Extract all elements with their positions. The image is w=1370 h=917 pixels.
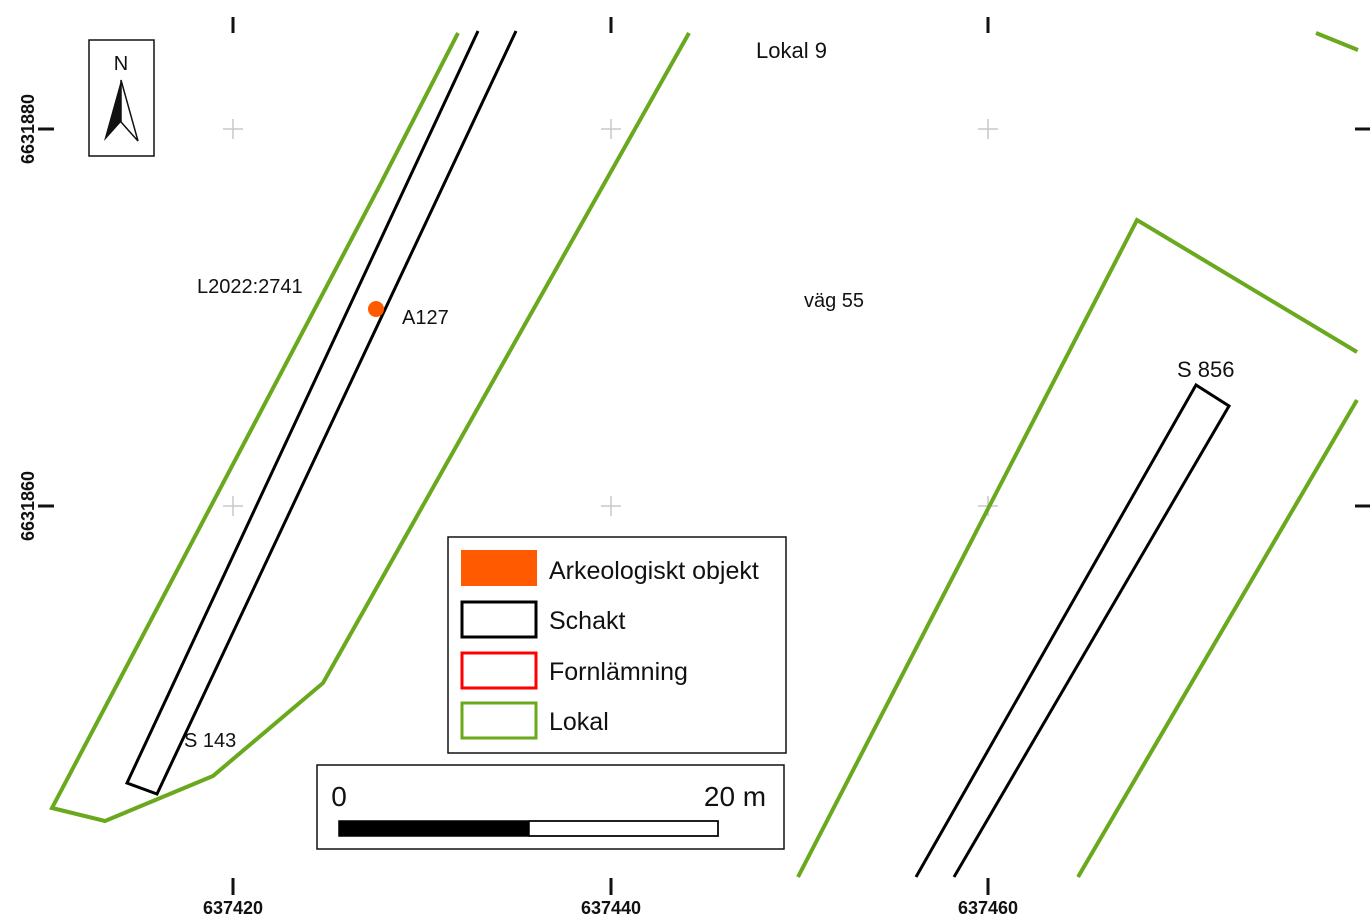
trench-s856 [914, 382, 1232, 878]
legend-label: Fornlämning [549, 658, 688, 686]
x-tick-label: 637460 [958, 898, 1018, 917]
trench-right-label: S 856 [1177, 357, 1235, 382]
x-tick-label: 637420 [203, 898, 263, 917]
legend: Arkeologiskt objekt Schakt Fornlämning L… [447, 536, 787, 754]
north-arrow: N [88, 39, 155, 157]
north-arrow-icon [104, 80, 121, 141]
road-label: väg 55 [804, 290, 864, 312]
fornlamning-label: L2022:2741 [197, 276, 303, 298]
legend-label: Lokal [549, 708, 609, 736]
trench-s143 [124, 30, 518, 796]
frame-ticks [38, 17, 1370, 895]
x-tick-label: 637440 [581, 898, 641, 917]
legend-label: Arkeologiskt objekt [549, 557, 759, 585]
north-arrow-label: N [114, 53, 128, 75]
lokal-right-edge [1076, 398, 1359, 879]
scale-bar: 0 20 m [316, 764, 785, 850]
archaeological-object-a127[interactable] [368, 301, 384, 317]
y-tick-label: 6631880 [18, 94, 38, 164]
trench-left-label: S 143 [184, 730, 236, 752]
object-label: A127 [402, 307, 449, 329]
legend-swatch-fornlamning [460, 651, 538, 690]
schakt-trenches [124, 30, 1232, 878]
legend-swatch-schakt [460, 600, 538, 639]
lokal-right-polygon [796, 217, 1359, 878]
lokal-topright-edge [1315, 31, 1359, 52]
lokal-label: Lokal 9 [756, 38, 827, 63]
legend-swatch-arkeologiskt-objekt [461, 550, 537, 586]
lokal-polygons [49, 31, 1359, 879]
legend-label: Schakt [549, 607, 625, 635]
legend-swatch-lokal [460, 701, 538, 740]
grid-crosses [223, 119, 998, 516]
lokal-left-polygon [49, 32, 691, 824]
scale-start-label: 0 [331, 781, 347, 812]
scale-end-label: 20 m [704, 781, 766, 812]
y-tick-label: 6631860 [18, 471, 38, 541]
